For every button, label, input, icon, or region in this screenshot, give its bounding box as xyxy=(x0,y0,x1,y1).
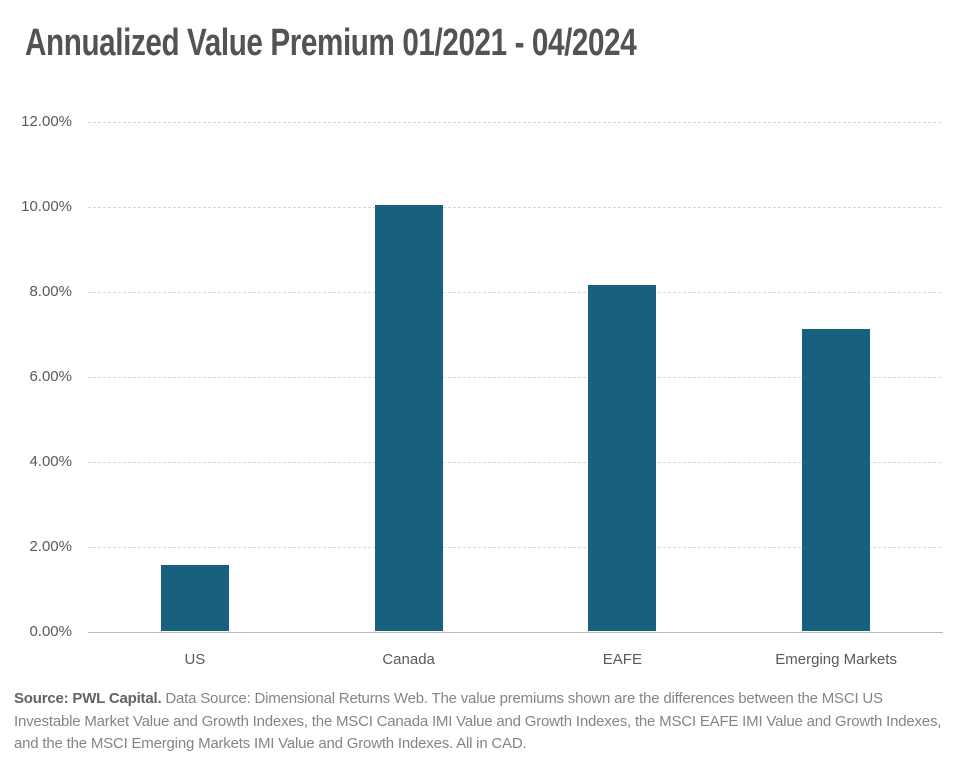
plot-area xyxy=(88,122,943,633)
y-axis-tick-label: 12.00% xyxy=(21,113,72,130)
gridline xyxy=(88,207,943,208)
y-axis-tick-label: 6.00% xyxy=(29,368,72,385)
gridline xyxy=(88,547,943,548)
y-axis-tick-label: 2.00% xyxy=(29,538,72,555)
source-note: Source: PWL Capital. Data Source: Dimens… xyxy=(14,688,946,756)
bar-emerging-markets xyxy=(802,329,871,631)
source-label: Source: PWL Capital. xyxy=(14,690,162,707)
source-text: Data Source: Dimensional Returns Web. Th… xyxy=(14,690,942,752)
x-axis-line xyxy=(88,632,943,633)
gridline xyxy=(88,462,943,463)
bar-eafe xyxy=(588,285,657,631)
x-axis-label: Canada xyxy=(382,651,435,668)
bar-us xyxy=(160,565,229,631)
bar-canada xyxy=(374,205,443,631)
x-axis: US Canada EAFE Emerging Markets xyxy=(88,648,943,672)
y-axis-tick-label: 10.00% xyxy=(21,198,72,215)
gridline xyxy=(88,122,943,123)
gridline xyxy=(88,377,943,378)
y-axis-tick-label: 8.00% xyxy=(29,283,72,300)
y-axis-tick-label: 0.00% xyxy=(29,623,72,640)
x-axis-label: EAFE xyxy=(602,651,642,668)
gridline xyxy=(88,292,943,293)
x-axis-label: Emerging Markets xyxy=(775,651,897,668)
chart-title: Annualized Value Premium 01/2021 - 04/20… xyxy=(25,22,637,64)
y-axis-tick-label: 4.00% xyxy=(29,453,72,470)
x-axis-label: US xyxy=(184,651,206,668)
